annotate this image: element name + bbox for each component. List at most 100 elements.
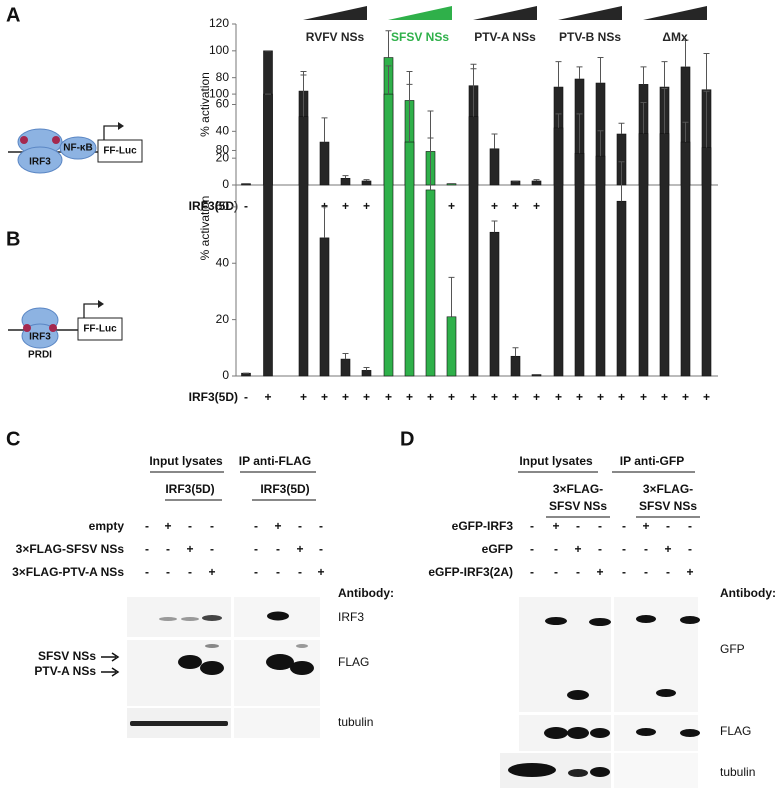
y-tick-label: 60 [216, 97, 230, 111]
bar [701, 147, 712, 377]
bar [319, 141, 330, 186]
lane-sign: + [664, 542, 671, 556]
lane-sign: - [598, 542, 602, 556]
lane-sign: - [554, 565, 558, 579]
error-bar [321, 206, 328, 238]
lane-sign: - [145, 565, 149, 579]
x-tick-label: + [264, 390, 271, 404]
lane-sign: - [530, 542, 534, 556]
antibody-heading: Antibody: [338, 586, 394, 600]
x-tick-label: + [363, 199, 370, 213]
x-tick-label: + [448, 390, 455, 404]
bar [298, 116, 309, 377]
antibody-label: tubulin [720, 765, 755, 779]
panel-label: D [400, 428, 414, 450]
x-tick-label: + [555, 390, 562, 404]
bar [510, 355, 521, 377]
band-arrow [101, 667, 120, 677]
lane-sign: - [554, 542, 558, 556]
lane-sign: - [688, 542, 692, 556]
diagram-label: NF-κB [63, 143, 92, 154]
row-label: eGFP [482, 542, 513, 556]
error-bar [618, 122, 625, 135]
lane-sign: - [319, 542, 323, 556]
lane-sign: + [552, 519, 559, 533]
lane-sign: - [145, 519, 149, 533]
lane-sign: + [164, 519, 171, 533]
x-tick-label: + [448, 199, 455, 213]
bar [446, 316, 457, 377]
blot-d-images [500, 597, 700, 788]
y-tick-label: 100 [209, 86, 229, 100]
antibody-heading: Antibody: [720, 586, 776, 600]
error-bar [576, 113, 583, 154]
lane-sign: - [276, 542, 280, 556]
lane-sign: - [210, 542, 214, 556]
error-bar [597, 130, 604, 157]
dose-triangle [473, 6, 537, 20]
error-bar [342, 352, 349, 360]
bar [468, 116, 479, 377]
lane-sign: - [530, 565, 534, 579]
error-bar [682, 39, 689, 67]
bar [425, 189, 436, 377]
blot-subheader: SFSV NSs [639, 499, 697, 513]
lane-sign: - [319, 519, 323, 533]
error-bar [661, 61, 668, 88]
x-tick-label: + [427, 390, 434, 404]
blot-c-images [127, 597, 320, 738]
x-tick-label: + [491, 199, 498, 213]
error-bar [533, 179, 540, 181]
group-label: ΔMx [662, 30, 688, 44]
dose-triangle [643, 6, 707, 20]
lane-sign: - [530, 519, 534, 533]
error-bar [597, 57, 604, 84]
x-tick-label: + [533, 199, 540, 213]
bar [510, 180, 521, 186]
panel-label: C [6, 428, 20, 450]
band-label: SFSV NSs [38, 649, 96, 663]
error-bar [448, 276, 455, 317]
row-label: 3×FLAG-PTV-A NSs [12, 565, 124, 579]
x-tick-label: + [321, 199, 328, 213]
lane-sign: + [686, 565, 693, 579]
x-tick-label: + [640, 390, 647, 404]
band-label: PTV-A NSs [34, 664, 96, 678]
antibody-label: tubulin [338, 715, 373, 729]
blot-subheader: IRF3(5D) [165, 482, 214, 496]
bar [340, 177, 351, 186]
diagram-label: FF-Luc [83, 324, 117, 335]
y-tick-label: 100 [209, 43, 229, 57]
error-bar [640, 66, 647, 85]
group-label: SFSV NSs [391, 30, 449, 44]
bar [263, 93, 273, 377]
error-bar [618, 161, 625, 202]
blot-header: IP anti-GFP [620, 454, 684, 468]
error-bar [703, 90, 710, 148]
bar [531, 180, 542, 186]
x-tick-label: + [661, 390, 668, 404]
x-tick-label: + [342, 390, 349, 404]
lane-sign: + [186, 542, 193, 556]
lane-sign: - [622, 565, 626, 579]
x-tick-label: + [300, 390, 307, 404]
diagram-label: IRF3 [29, 332, 51, 343]
lane-sign: + [317, 565, 324, 579]
x-tick-label: + [406, 390, 413, 404]
error-bar [512, 347, 519, 357]
x-tick-label: + [682, 390, 689, 404]
y-tick-label: 0 [222, 368, 229, 382]
blot-header: Input lysates [519, 454, 593, 468]
blot-header: Input lysates [149, 454, 223, 468]
x-tick-label: + [512, 390, 519, 404]
bar [383, 93, 394, 377]
x-tick-label: + [491, 390, 498, 404]
diagram-a: IRF3 NF-κB FF-Luc [8, 122, 143, 174]
blot-subheader: 3×FLAG- [553, 482, 603, 496]
blot-subheader: SFSV NSs [549, 499, 607, 513]
dose-triangle [388, 6, 452, 20]
dose-triangle [303, 6, 367, 20]
blot-header: IP anti-FLAG [239, 454, 311, 468]
lane-sign: - [622, 542, 626, 556]
lane-sign: - [688, 519, 692, 533]
